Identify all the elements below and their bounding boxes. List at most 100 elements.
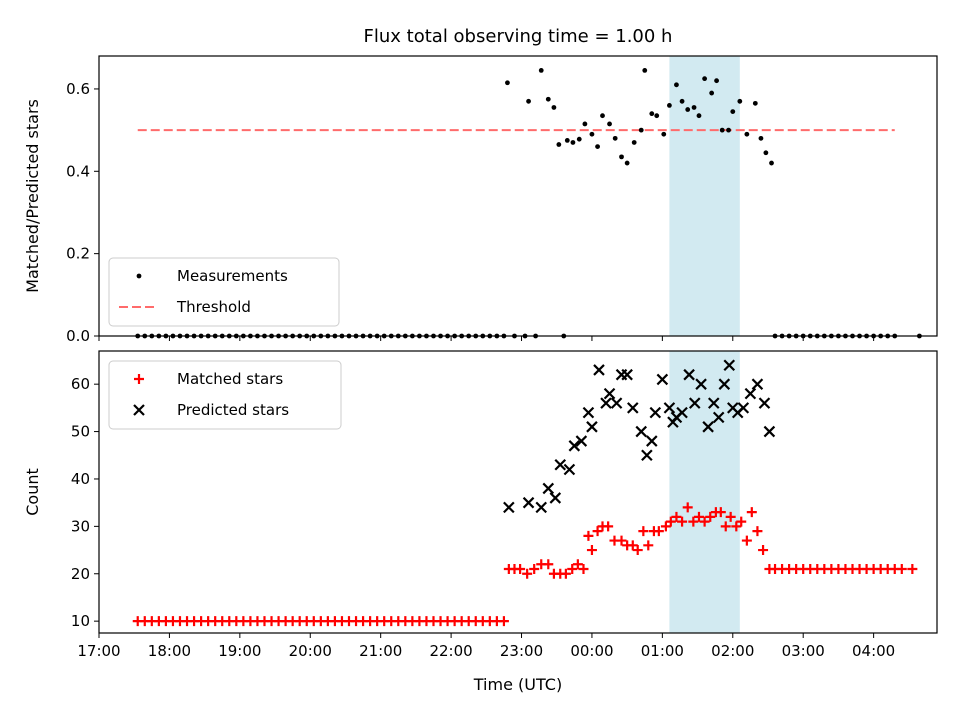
predicted-star-point	[621, 368, 633, 381]
y-tick-label: 0.2	[66, 245, 90, 263]
legend-box	[108, 360, 342, 430]
matched-star-point	[572, 559, 583, 570]
x-tick-label: 01:00	[641, 642, 684, 660]
highlight-band	[669, 351, 740, 633]
matched-star-point	[603, 521, 614, 532]
measurement-point	[595, 144, 600, 149]
matched-star-point	[627, 540, 638, 551]
measurement-point	[661, 131, 667, 137]
measurement-point	[624, 160, 630, 166]
y-tick-label: 10	[71, 612, 90, 630]
matched-star-point	[638, 526, 649, 537]
legend-marker	[136, 273, 142, 279]
y-tick-label: 40	[71, 470, 90, 488]
measurement-point	[719, 127, 725, 133]
x-tick-label: 23:00	[500, 642, 543, 660]
y-tick-label: 30	[71, 517, 90, 535]
y-tick-label: 50	[71, 423, 90, 441]
legend-label: Matched stars	[177, 370, 283, 388]
matched-star-point	[578, 564, 589, 575]
matched-star-point	[705, 511, 716, 522]
measurement-point	[649, 111, 655, 117]
measurement-point	[674, 82, 679, 88]
legend-box	[108, 257, 340, 327]
legend-marker	[134, 374, 144, 384]
y-tick-label: 0.6	[66, 80, 90, 98]
matched-star-point	[741, 535, 752, 546]
x-tick-label: 21:00	[359, 642, 402, 660]
measurement-point	[545, 96, 551, 102]
matched-star-point	[682, 502, 693, 513]
matched-star-point	[643, 540, 654, 551]
matched-star-point	[688, 516, 699, 527]
matched-star-point	[592, 526, 603, 537]
measurement-point	[612, 135, 618, 141]
plot-frame	[98, 55, 938, 337]
measurement-point	[758, 135, 764, 141]
measurement-point	[769, 160, 774, 166]
predicted-star-point	[695, 378, 707, 390]
predicted-star-point	[593, 364, 605, 376]
measurement-point	[730, 109, 736, 114]
matched-star-point	[752, 526, 763, 537]
measurement-point	[763, 150, 769, 156]
measurement-point	[576, 136, 582, 142]
matched-star-point	[699, 516, 710, 527]
matched-star-point	[731, 521, 742, 532]
measurement-point	[702, 76, 708, 82]
matched-star-point	[632, 545, 643, 556]
measurement-point	[526, 98, 531, 104]
predicted-star-point	[503, 501, 515, 514]
predicted-star-point	[603, 387, 616, 400]
matched-star-point	[715, 507, 726, 518]
measurement-point	[607, 121, 612, 127]
measurement-point	[744, 131, 750, 137]
matched-star-point	[583, 530, 594, 541]
legend-marker	[133, 404, 145, 416]
predicted-star-point	[712, 411, 725, 424]
chart-title: Flux total observing time = 1.00 h	[364, 26, 673, 47]
measurement-point	[570, 140, 576, 145]
measurement-point	[685, 107, 691, 112]
predicted-star-point	[758, 397, 771, 409]
measurement-point	[582, 121, 588, 127]
y-axis-title: Count	[23, 468, 42, 516]
predicted-star-point	[542, 482, 555, 495]
matched-star-point	[758, 545, 769, 556]
x-tick-label: 22:00	[429, 642, 472, 660]
y-tick-label: 60	[71, 375, 90, 393]
predicted-star-point	[600, 397, 612, 409]
predicted-star-point	[635, 425, 648, 438]
predicted-star-point	[549, 492, 562, 504]
x-tick-label: 03:00	[782, 642, 825, 660]
predicted-star-point	[723, 359, 736, 371]
predicted-star-point	[554, 458, 567, 471]
x-tick-label: 19:00	[218, 642, 261, 660]
predicted-star-point	[718, 378, 731, 390]
x-tick-label: 18:00	[148, 642, 191, 660]
matched-star-point	[746, 507, 757, 518]
matched-star-point	[560, 568, 571, 579]
predicted-star-point	[763, 425, 776, 438]
measurement-point	[538, 68, 544, 73]
matched-star-point	[616, 535, 627, 546]
measurement-point	[619, 154, 624, 160]
measurement-point	[631, 140, 637, 145]
predicted-star-point	[586, 421, 598, 433]
matched-star-point	[529, 564, 540, 575]
matched-star-point	[515, 564, 526, 575]
legend-label: Threshold	[176, 298, 251, 316]
predicted-star-point	[744, 387, 757, 400]
predicted-star-point	[683, 368, 695, 381]
measurement-point	[505, 80, 510, 86]
predicted-star-point	[737, 402, 750, 414]
x-tick-label: 00:00	[570, 642, 613, 660]
matched-star-point	[498, 616, 509, 627]
measurement-point	[589, 131, 595, 137]
measurement-point	[556, 142, 562, 147]
x-tick-label: 20:00	[289, 642, 332, 660]
predicted-star-point	[676, 406, 688, 419]
predicted-star-point	[610, 397, 623, 409]
predicted-star-point	[641, 449, 653, 462]
x-tick-label: 04:00	[852, 642, 895, 660]
